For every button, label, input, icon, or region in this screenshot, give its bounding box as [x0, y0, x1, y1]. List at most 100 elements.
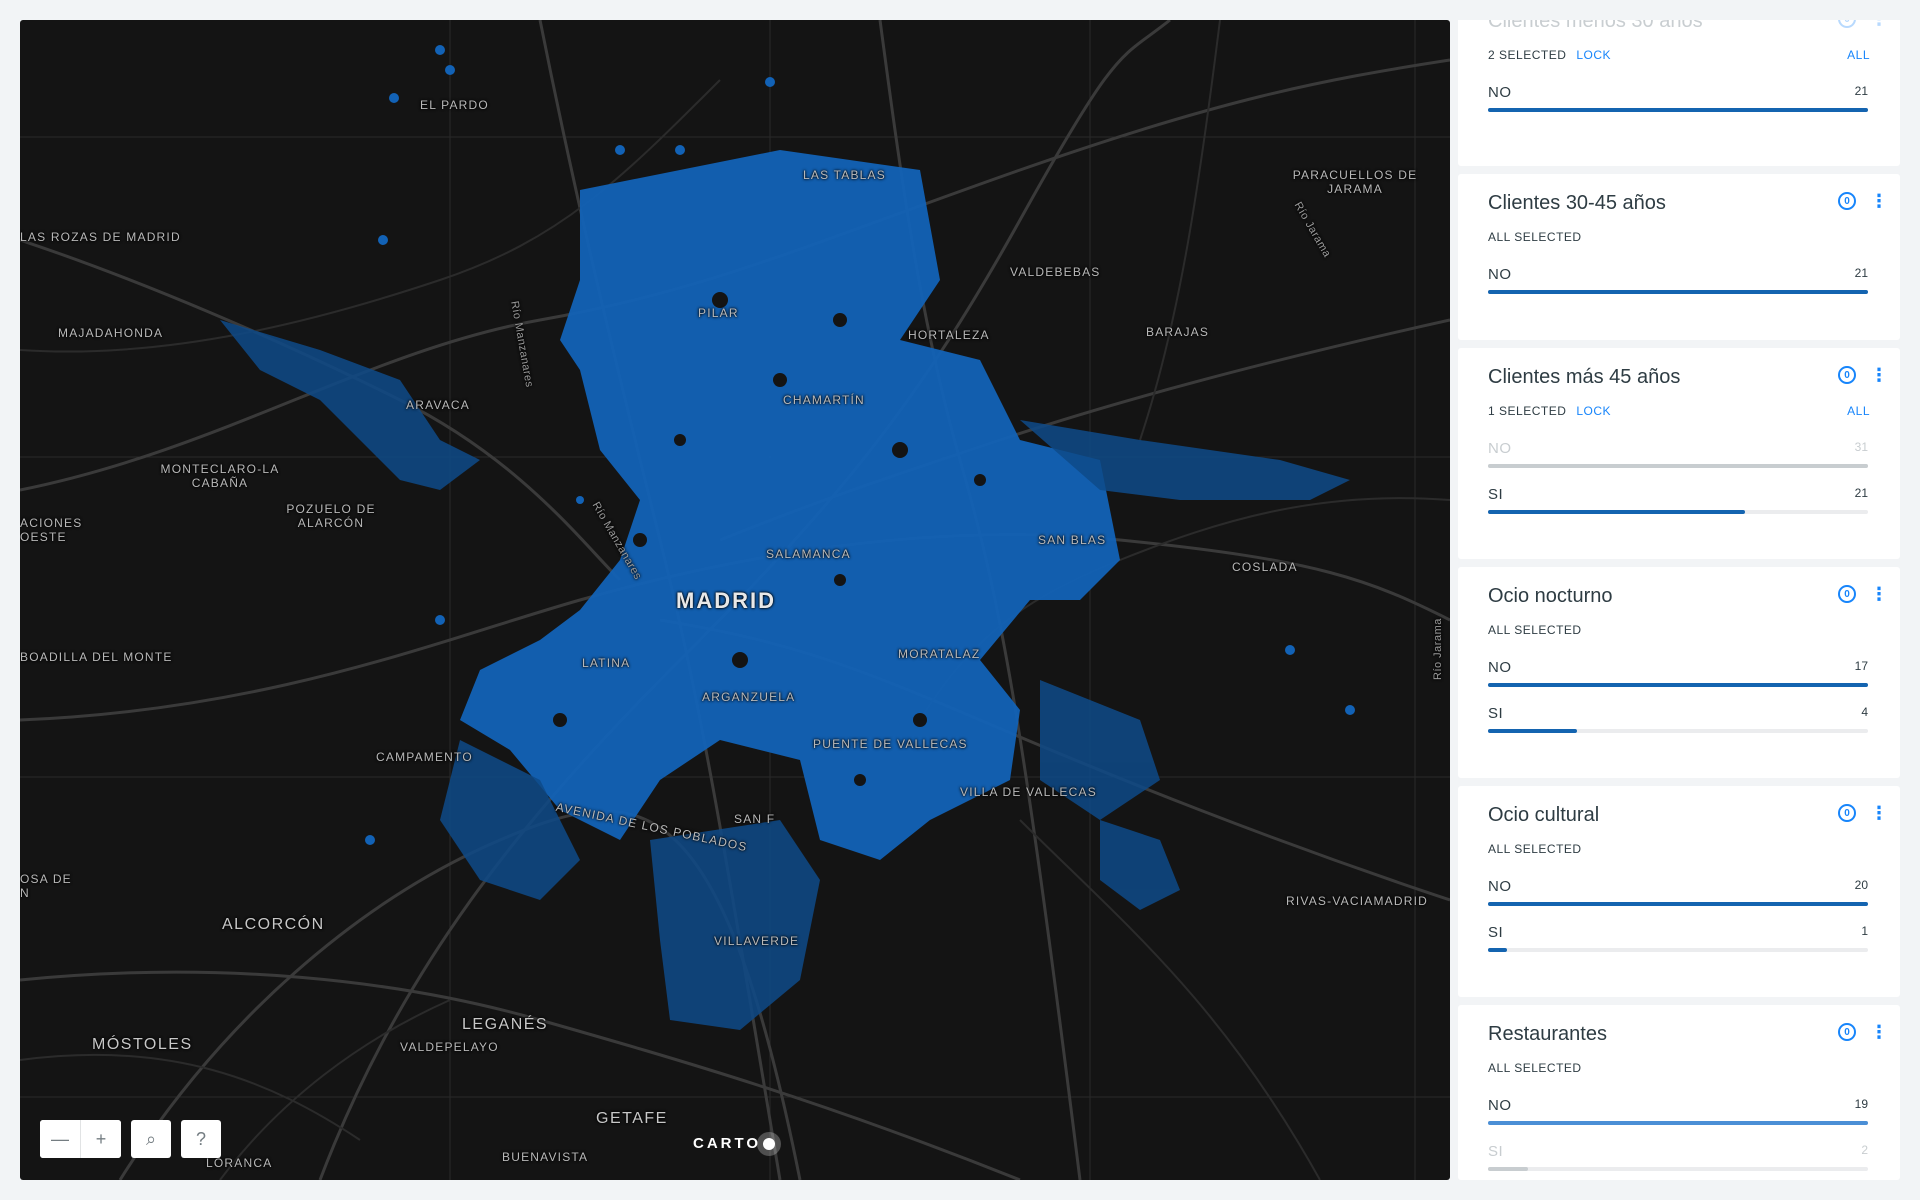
category-bar-fill — [1488, 108, 1868, 112]
category-count: 21 — [1854, 84, 1868, 98]
category-label: NO — [1488, 84, 1512, 101]
category-bar-fill — [1488, 683, 1868, 687]
place-label: ARGANZUELA — [702, 690, 796, 704]
place-label: VILLAVERDE — [714, 934, 800, 948]
category-bar-fill — [1488, 464, 1868, 468]
carto-logo-text: CARTO — [693, 1135, 762, 1152]
map-basemap — [20, 20, 1450, 1180]
category-label: SI — [1488, 1143, 1504, 1160]
search-icon: ⌕ — [145, 1128, 157, 1149]
category-label: SI — [1488, 705, 1504, 722]
autostyle-icon[interactable]: 0 — [1838, 192, 1856, 210]
category-bar-track — [1488, 683, 1868, 687]
lock-button[interactable]: LOCK — [1576, 404, 1612, 418]
place-label: EL PARDO — [420, 98, 489, 112]
place-label: RIVAS-VACIAMADRID — [1286, 894, 1428, 908]
place-label: LATINA — [582, 656, 631, 670]
search-button[interactable]: ⌕ — [131, 1120, 171, 1158]
more-options-icon[interactable]: ⋮ — [1870, 584, 1888, 604]
selection-status: ALL SELECTED — [1488, 623, 1582, 637]
widget-actions: 0 ⋮ — [1838, 365, 1888, 385]
place-label: MONTECLARO-LA CABAÑA — [160, 462, 280, 490]
widget-title: Ocio nocturno — [1488, 585, 1613, 607]
place-label: LORANCA — [206, 1156, 273, 1170]
place-label: CHAMARTÍN — [783, 393, 865, 407]
selection-status: ALL SELECTED — [1488, 230, 1582, 244]
place-label: LAS ROZAS DE MADRID — [20, 230, 181, 244]
place-label: SAN BLAS — [1038, 533, 1107, 547]
category-bar-fill — [1488, 729, 1578, 733]
category-label: NO — [1488, 266, 1512, 283]
category-label: SI — [1488, 924, 1504, 941]
autostyle-icon[interactable]: 0 — [1838, 585, 1856, 603]
widget-title: Ocio cultural — [1488, 804, 1600, 826]
help-button[interactable]: ? — [181, 1120, 221, 1158]
autostyle-icon[interactable]: 0 — [1838, 20, 1856, 28]
category-count: 20 — [1854, 878, 1868, 892]
place-label: MÓSTOLES — [92, 1036, 193, 1053]
place-label: GETAFE — [596, 1110, 668, 1127]
widget-actions: 0 ⋮ — [1838, 20, 1888, 28]
more-options-icon[interactable]: ⋮ — [1870, 20, 1888, 28]
place-label: BOADILLA DEL MONTE — [20, 650, 173, 664]
zoom-control: — + — [40, 1120, 121, 1158]
category-label: NO — [1488, 1097, 1512, 1114]
widget-actions: 0 ⋮ — [1838, 584, 1888, 604]
category-count: 2 — [1861, 1143, 1868, 1157]
autostyle-icon[interactable]: 0 — [1838, 1023, 1856, 1041]
category-bar-fill — [1488, 902, 1868, 906]
more-options-icon[interactable]: ⋮ — [1870, 365, 1888, 385]
category-bar-track — [1488, 902, 1868, 906]
category-widget: Ocio cultural 0 ⋮ ALL SELECTED NO 20 SI … — [1458, 786, 1900, 997]
selection-status: 1 SELECTED — [1488, 404, 1567, 418]
place-label: VALDEPELAYO — [400, 1040, 499, 1054]
autostyle-icon[interactable]: 0 — [1838, 366, 1856, 384]
more-options-icon[interactable]: ⋮ — [1870, 1022, 1888, 1042]
select-all-button[interactable]: ALL — [1847, 404, 1870, 418]
widget-status: 1 SELECTED LOCK — [1488, 404, 1611, 418]
category-bar-track — [1488, 948, 1868, 952]
category-label: NO — [1488, 440, 1512, 457]
category-bar-track — [1488, 1167, 1868, 1171]
selection-status: ALL SELECTED — [1488, 1061, 1582, 1075]
zoom-in-button[interactable]: + — [80, 1120, 121, 1158]
zoom-out-button[interactable]: — — [40, 1120, 80, 1158]
more-options-icon[interactable]: ⋮ — [1870, 803, 1888, 823]
category-bar-fill — [1488, 290, 1868, 294]
category-bar-track — [1488, 464, 1868, 468]
select-all-button[interactable]: ALL — [1847, 48, 1870, 62]
category-bar-fill — [1488, 1121, 1868, 1125]
category-count: 17 — [1854, 659, 1868, 673]
autostyle-icon[interactable]: 0 — [1838, 804, 1856, 822]
widgets-panel[interactable]: Clientes menos 30 años 0 ⋮ 2 SELECTED LO… — [1458, 20, 1900, 1180]
widget-status: 2 SELECTED LOCK — [1488, 48, 1611, 62]
more-options-icon[interactable]: ⋮ — [1870, 191, 1888, 211]
category-widget: Ocio nocturno 0 ⋮ ALL SELECTED NO 17 SI … — [1458, 567, 1900, 778]
carto-logo[interactable]: CARTO — [693, 1135, 776, 1152]
place-label: POZUELO DE ALARCÓN — [286, 502, 376, 530]
place-label: MORATALAZ — [898, 647, 981, 661]
map-controls: — + ⌕ ? — [40, 1120, 221, 1158]
category-widget: Clientes menos 30 años 0 ⋮ 2 SELECTED LO… — [1458, 20, 1900, 166]
category-bar-track — [1488, 510, 1868, 514]
category-bar-track — [1488, 108, 1868, 112]
lock-button[interactable]: LOCK — [1576, 48, 1612, 62]
map-view[interactable]: EL PARDO LAS TABLAS PARACUELLOS DE JARAM… — [20, 20, 1450, 1180]
place-label: PARACUELLOS DE JARAMA — [1292, 168, 1418, 196]
place-label: MAJADAHONDA — [58, 326, 164, 340]
place-label: ALCORCÓN — [222, 916, 325, 933]
place-label: SAN F — [734, 812, 776, 826]
category-bar-track — [1488, 290, 1868, 294]
widget-actions: 0 ⋮ — [1838, 803, 1888, 823]
road-label: Río Jarama — [1432, 618, 1444, 680]
category-widget: Clientes 30-45 años 0 ⋮ ALL SELECTED NO … — [1458, 174, 1900, 340]
place-label: HORTALEZA — [908, 328, 990, 342]
place-label: LEGANÉS — [462, 1016, 549, 1033]
category-count: 21 — [1854, 266, 1868, 280]
place-label: ACIONES OESTE — [20, 516, 83, 544]
category-bar-track — [1488, 1121, 1868, 1125]
selection-status: 2 SELECTED — [1488, 48, 1567, 62]
place-label: BARAJAS — [1146, 325, 1210, 339]
category-count: 1 — [1861, 924, 1868, 938]
category-count: 21 — [1854, 486, 1868, 500]
